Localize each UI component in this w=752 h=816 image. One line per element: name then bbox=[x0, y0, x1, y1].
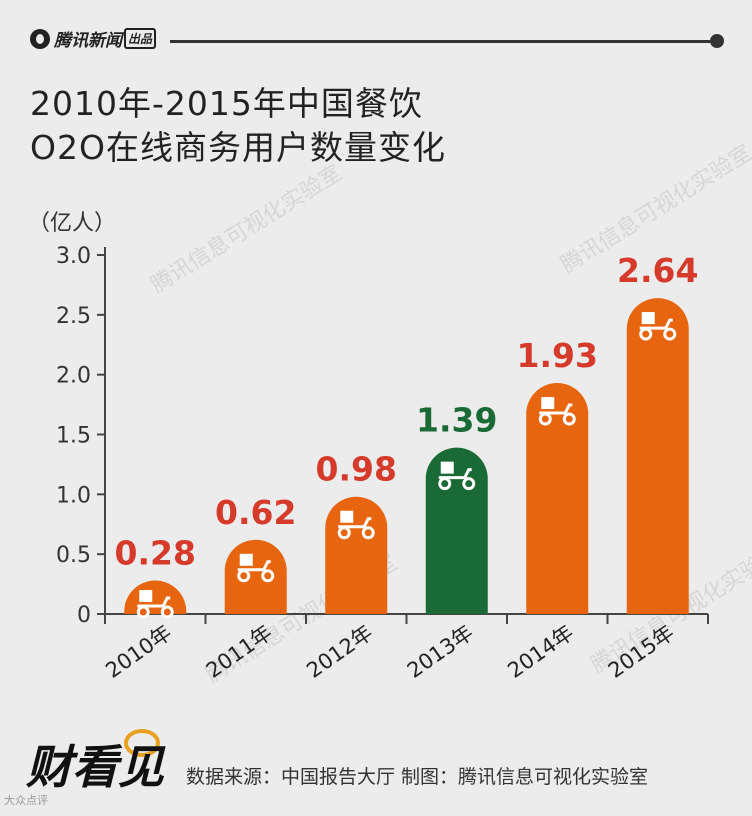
delivery-scooter-icon bbox=[438, 461, 476, 491]
scooter-wheel bbox=[639, 327, 653, 341]
scooter-body bbox=[338, 517, 372, 529]
header-divider bbox=[170, 40, 715, 43]
scooter-box bbox=[239, 553, 253, 566]
y-axis-unit-label: （亿人） bbox=[28, 211, 117, 236]
scooter-body bbox=[137, 596, 171, 608]
tencent-news-logo-icon bbox=[30, 28, 50, 49]
scooter-wheel bbox=[337, 526, 351, 540]
chart-labels: 0.282010年0.622011年0.982012年1.392013年1.93… bbox=[101, 251, 698, 683]
scooter-body bbox=[237, 560, 271, 572]
bar bbox=[224, 539, 287, 614]
chart-title: 2010年-2015年中国餐饮 O2O在线商务用户数量变化 bbox=[30, 82, 446, 170]
delivery-scooter-icon bbox=[136, 590, 174, 619]
corner-watermark: 大众点评 bbox=[4, 794, 48, 807]
scooter-wheel bbox=[136, 605, 150, 619]
header-divider-dot bbox=[710, 34, 724, 48]
scooter-wheel bbox=[160, 605, 174, 619]
chart-bars bbox=[124, 298, 689, 619]
caikanjian-logo-text: 财看见 bbox=[26, 740, 166, 794]
y-tick-label: 0 bbox=[77, 603, 91, 628]
scooter-wheel bbox=[237, 569, 251, 583]
scooter-wheel bbox=[663, 327, 677, 341]
scooter-wheel bbox=[562, 412, 576, 426]
scooter-box bbox=[541, 397, 555, 410]
bar-value-label: 0.62 bbox=[215, 493, 296, 532]
scooter-box bbox=[340, 510, 354, 523]
x-tick-label: 2010年 bbox=[101, 620, 176, 682]
bar-value-label: 1.39 bbox=[416, 401, 497, 440]
scooter-body bbox=[639, 318, 673, 330]
scooter-wheel bbox=[538, 412, 552, 426]
scooter-box bbox=[641, 312, 655, 325]
bar-value-label: 2.64 bbox=[617, 251, 698, 290]
chart-title-line-2: O2O在线商务用户数量变化 bbox=[30, 128, 446, 167]
y-tick-label: 2.0 bbox=[56, 364, 91, 389]
header-bar: 腾讯新闻 出品 bbox=[30, 22, 730, 58]
delivery-scooter-icon bbox=[538, 397, 576, 426]
bar-value-label: 0.28 bbox=[115, 533, 196, 572]
delivery-scooter-icon bbox=[639, 312, 677, 341]
brand-name: 腾讯新闻 bbox=[54, 31, 122, 51]
data-source-note: 数据来源：中国报告大厅 制图：腾讯信息可视化实验室 bbox=[186, 766, 649, 788]
bar bbox=[124, 580, 187, 614]
x-tick-label: 2012年 bbox=[302, 620, 377, 682]
scooter-wheel bbox=[462, 477, 476, 491]
delivery-scooter-icon bbox=[337, 510, 375, 540]
bar bbox=[526, 383, 589, 614]
scooter-wheel bbox=[261, 569, 275, 583]
scooter-body bbox=[539, 403, 573, 415]
scooter-box bbox=[139, 590, 153, 602]
scooter-wheel bbox=[438, 477, 452, 491]
y-tick-label: 1.0 bbox=[56, 483, 91, 508]
scooter-body bbox=[438, 468, 472, 480]
y-tick-label: 2.5 bbox=[56, 304, 91, 329]
caikanjian-logo: 财看见 bbox=[24, 725, 174, 795]
bar-value-label: 0.98 bbox=[316, 450, 397, 489]
x-tick-label: 2014年 bbox=[503, 620, 578, 682]
brand-tag: 出品 bbox=[124, 28, 157, 49]
y-tick-label: 3.0 bbox=[56, 244, 91, 269]
y-tick-label: 1.5 bbox=[56, 424, 91, 449]
delivery-scooter-icon bbox=[237, 553, 275, 583]
bar bbox=[626, 298, 689, 614]
scooter-box bbox=[440, 461, 454, 474]
chart-axes: 0 0.5 1.0 1.5 2.0 2.5 3.0 bbox=[56, 244, 709, 628]
bar bbox=[425, 447, 488, 614]
y-tick-label: 0.5 bbox=[56, 543, 91, 568]
watermark-text: 腾讯信息可视化实验室 bbox=[147, 161, 347, 299]
scooter-wheel bbox=[361, 526, 375, 540]
brand: 腾讯新闻 出品 bbox=[30, 26, 157, 51]
x-tick-label: 2013年 bbox=[403, 620, 478, 682]
chart-title-line-1: 2010年-2015年中国餐饮 bbox=[30, 84, 423, 123]
bar bbox=[325, 496, 388, 614]
bar-value-label: 1.93 bbox=[517, 336, 598, 375]
